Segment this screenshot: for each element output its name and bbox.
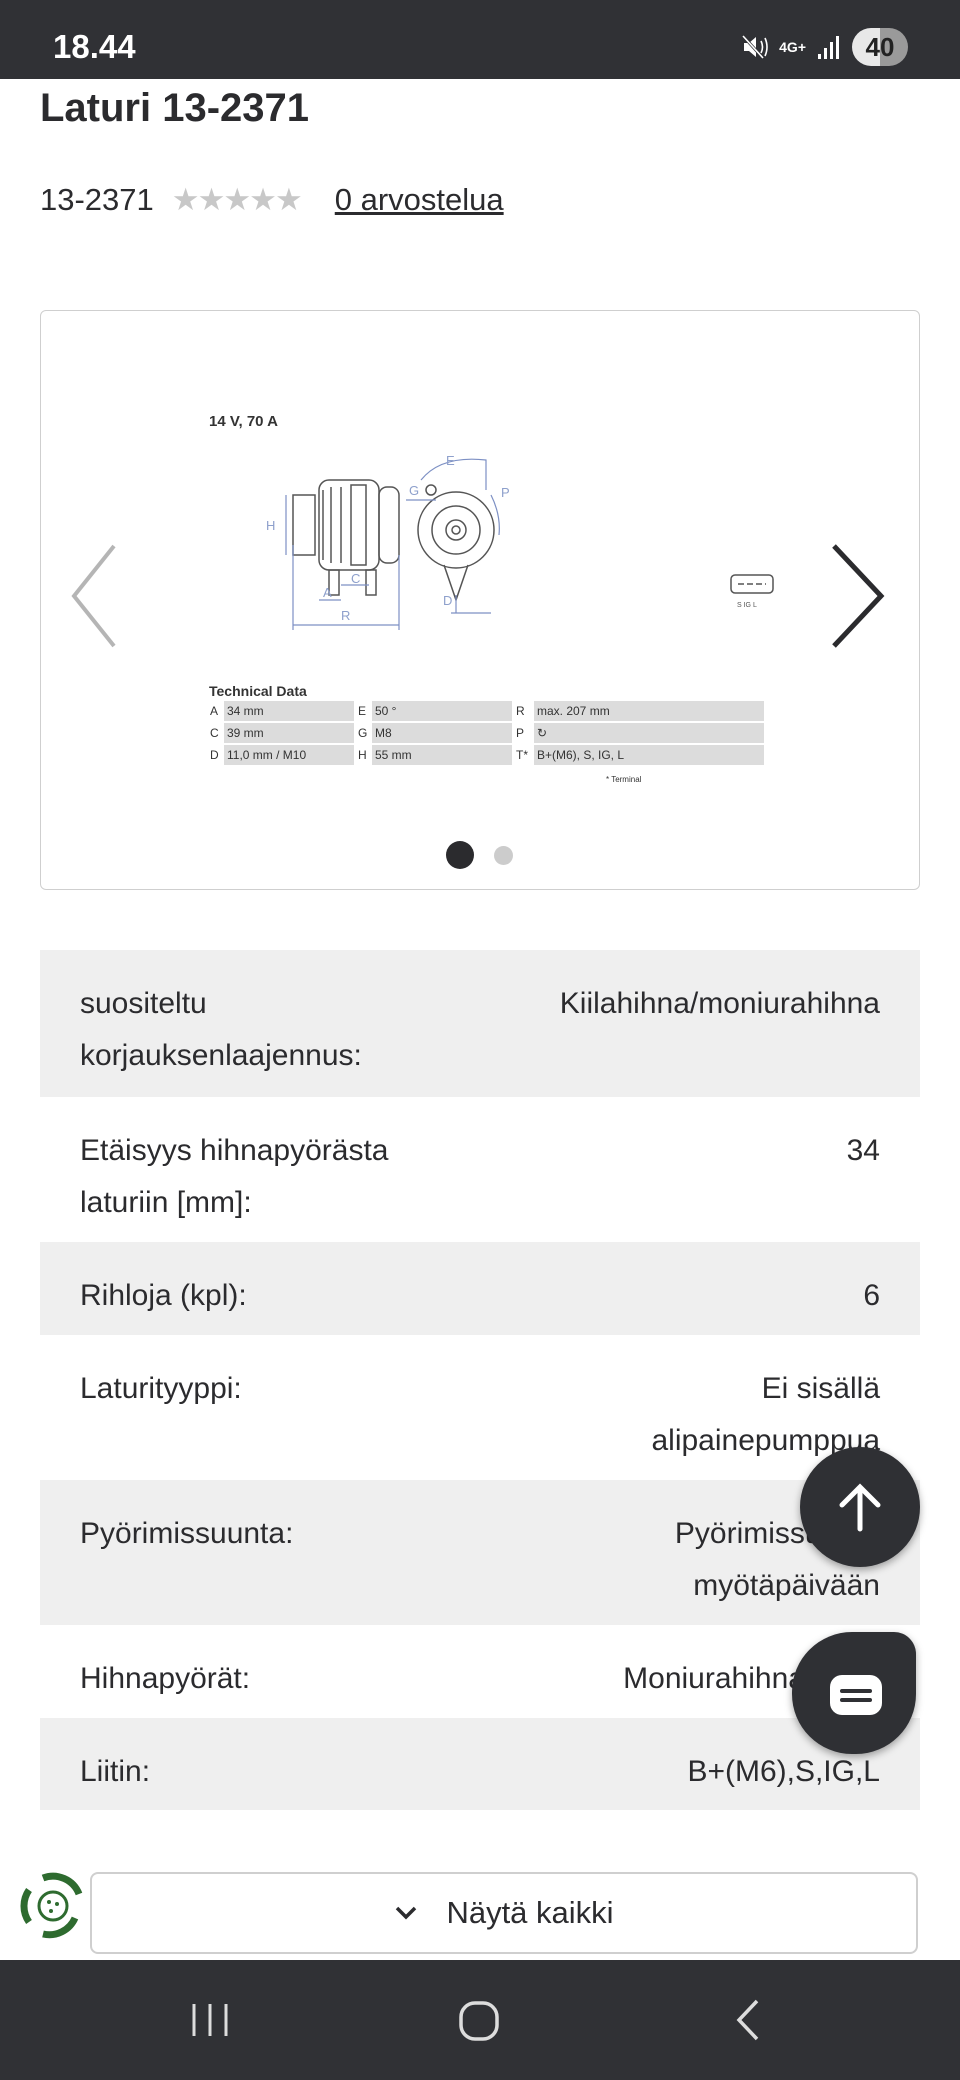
system-nav-bar [0,1960,960,2080]
spec-label: Etäisyys hihnapyörästa laturiin [mm]: [80,1134,389,1219]
show-all-label: Näytä kaikki [446,1895,614,1930]
spec-row: Hihnapyörät: Moniurahihnapyörä [40,1625,920,1718]
image-heading: 14 V, 70 A [209,413,278,430]
network-4g-icon: 4G+ [779,39,806,55]
rotation-clockwise-icon: ↻ [537,726,548,740]
spec-row: Etäisyys hihnapyörästa laturiin [mm]: 34 [40,1097,920,1242]
spec-label: Rihloja (kpl): [80,1279,247,1312]
signal-icon [818,36,839,59]
tech-data-title: Technical Data [209,683,307,699]
spec-value: 6 [863,1279,880,1312]
spec-row: Liitin: B+(M6),S,IG,L [40,1718,920,1810]
status-bar: 18.44 4G+ 40 [0,0,960,79]
spec-row: Rihloja (kpl): 6 [40,1242,920,1335]
svg-text:E: E [446,453,455,468]
spec-row: Laturityyppi: Ei sisällä alipainepumppua [40,1335,920,1480]
rating-row: 13-2371 ★★★★★ 0 arvostelua [40,182,504,218]
tech-value: 34 mm [227,704,264,718]
tech-value: B+(M6), S, IG, L [537,748,625,762]
recycle-logo-icon[interactable] [15,1866,91,1946]
svg-text:C: C [351,571,360,586]
arrow-up-icon [839,1483,881,1532]
tech-key: E [354,701,372,722]
clock: 18.44 [53,28,136,65]
tech-key: D [206,744,224,765]
chevron-left-icon[interactable] [69,541,119,651]
svg-text:R: R [341,608,350,623]
spec-row: Pyörimissuunta: Pyörimissuunta myötäpäivä… [40,1480,920,1625]
svg-text:A: A [323,585,332,600]
home-icon[interactable] [458,2000,500,2042]
back-icon[interactable] [733,1998,763,2042]
tech-key: G [354,722,372,744]
svg-text:G: G [409,483,419,498]
tech-key: A [206,701,224,722]
svg-text:P: P [501,485,510,500]
carousel-pagination [446,841,513,869]
svg-text:H: H [266,518,275,533]
reviews-link[interactable]: 0 arvostelua [334,182,504,217]
page-title: Laturi 13-2371 [40,86,310,130]
svg-text:D: D [443,593,452,608]
tech-value: M8 [375,726,392,740]
carousel-dot-active[interactable] [446,841,474,869]
tech-value: 11,0 mm / M10 [227,748,307,762]
spec-label: suositeltu korjauksenlaajennus: [80,987,362,1072]
chat-icon [830,1675,882,1715]
spec-label: Liitin: [80,1755,151,1788]
chat-button[interactable] [792,1632,916,1754]
product-sku: 13-2371 [40,182,154,217]
spec-value: 34 [846,1134,880,1167]
chevron-right-icon[interactable] [829,541,889,651]
tech-key: T* [512,744,534,765]
carousel-dot[interactable] [494,845,513,865]
tech-key: P [512,722,534,744]
battery-level: 40 [865,31,895,62]
spec-label: Laturityyppi: [80,1372,242,1405]
tech-value: 55 mm [375,748,412,762]
mute-icon [742,34,768,60]
tech-key: H [354,744,372,765]
specs-table: suositeltu korjauksenlaajennus: Kiilahihn… [40,950,920,1850]
tech-key: C [206,722,224,744]
chevron-down-icon [396,1906,417,1920]
spec-row: Hihnapyörä Ø [mm]: 55 [40,1810,920,1850]
spec-label: Hihnapyörät: [80,1662,251,1695]
spec-value: B+(M6),S,IG,L [687,1755,880,1788]
spec-value: Kiilahihna/moniurahihna [559,987,880,1020]
star-rating: ★★★★★ [171,182,303,217]
spec-value: 55 [847,1838,880,1850]
spec-label: Pyörimissuunta: [80,1517,294,1550]
tech-key: R [512,701,534,722]
spec-row: suositeltu korjauksenlaajennus: Kiilahihn… [40,950,920,1097]
tech-value: 50 ° [375,704,397,718]
connector-labels: S IG L [737,602,757,609]
scroll-to-top-button[interactable] [800,1447,920,1567]
spec-label: Hihnapyörä Ø [mm]: [80,1838,460,1850]
tech-footnote: * Terminal [606,775,642,784]
show-all-button[interactable]: Näytä kaikki [90,1872,918,1954]
tech-value: 39 mm [227,726,264,740]
tech-value: max. 207 mm [537,704,610,718]
alternator-drawing: H A C R E G P D S IG L [266,453,774,630]
battery-icon: 40 [852,28,908,66]
recent-apps-icon[interactable] [190,2000,230,2040]
